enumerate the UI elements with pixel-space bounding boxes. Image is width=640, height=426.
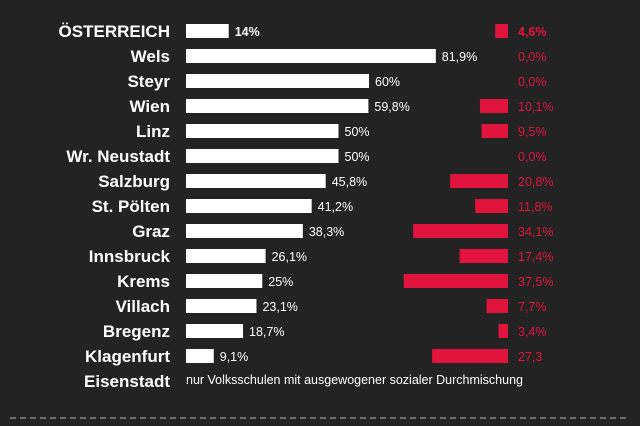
- white-bar: [186, 99, 369, 113]
- white-bar: [186, 149, 339, 163]
- white-bar-value-label: 50%: [345, 150, 370, 164]
- red-bar-value-label: 37,5%: [518, 275, 553, 289]
- white-bar: [186, 174, 326, 188]
- red-bar-value-label: 7,7%: [518, 300, 547, 314]
- red-bar-value-label: 20,8%: [518, 175, 553, 189]
- white-bar: [186, 249, 266, 263]
- white-bar-value-label: 14%: [235, 25, 260, 39]
- white-bar-value-label: 45,8%: [332, 175, 367, 189]
- red-bar: [498, 324, 508, 338]
- category-label: St. Pölten: [92, 197, 170, 216]
- category-label: Wr. Neustadt: [66, 147, 170, 166]
- red-bar-value-label: 3,4%: [518, 325, 547, 339]
- red-bar: [481, 124, 508, 138]
- red-bar: [486, 299, 508, 313]
- red-bar-value-label: 27,3: [518, 350, 542, 364]
- white-bar: [186, 324, 244, 338]
- red-bar-value-label: 0,0%: [518, 150, 547, 164]
- red-bar-value-label: 10,1%: [518, 100, 553, 114]
- chart-rows: ÖSTERREICH 14% 4,6% Wels 81,9% 0,0% Steyr 60% 0,…: [59, 22, 554, 391]
- red-bar: [495, 24, 508, 38]
- white-bar: [186, 299, 257, 313]
- white-bar-value-label: 81,9%: [442, 50, 477, 64]
- white-bar-value-label: 9,1%: [220, 350, 249, 364]
- white-bar-value-label: 38,3%: [309, 225, 344, 239]
- red-bar-value-label: 34,1%: [518, 225, 553, 239]
- red-bar-value-label: 0,0%: [518, 50, 547, 64]
- category-label: Linz: [136, 122, 170, 141]
- red-bar: [432, 349, 508, 363]
- white-bar: [186, 74, 369, 88]
- category-label: Wien: [130, 97, 170, 116]
- red-bar: [403, 274, 508, 288]
- white-bar-value-label: 60%: [375, 75, 400, 89]
- red-bar: [475, 199, 508, 213]
- category-label: Krems: [117, 272, 170, 291]
- white-bar-value-label: 59,8%: [374, 100, 409, 114]
- category-label: Villach: [116, 297, 171, 316]
- white-bar: [186, 49, 436, 63]
- red-bar-value-label: 4,6%: [518, 25, 547, 39]
- red-bar: [450, 174, 508, 188]
- category-label: Steyr: [127, 72, 170, 91]
- category-label: Klagenfurt: [85, 347, 170, 366]
- white-bar: [186, 24, 229, 38]
- white-bar-value-label: 23,1%: [262, 300, 297, 314]
- white-bar: [186, 199, 312, 213]
- white-bar: [186, 224, 303, 238]
- white-bar: [186, 274, 263, 288]
- category-label: Innsbruck: [89, 247, 171, 266]
- red-bar-value-label: 9,5%: [518, 125, 547, 139]
- white-bar: [186, 349, 214, 363]
- white-bar-value-label: 50%: [345, 125, 370, 139]
- white-bar-value-label: 41,2%: [318, 200, 353, 214]
- red-bar-value-label: 11,8%: [518, 200, 553, 214]
- category-label: Salzburg: [98, 172, 170, 191]
- red-bar-value-label: 0,0%: [518, 75, 547, 89]
- category-label: Eisenstadt: [84, 372, 170, 391]
- white-bar-value-label: 26,1%: [272, 250, 307, 264]
- category-label: Bregenz: [103, 322, 170, 341]
- red-bar: [479, 99, 508, 113]
- category-label: Wels: [131, 47, 170, 66]
- white-bar: [186, 124, 339, 138]
- category-label: Graz: [132, 222, 170, 241]
- red-bar: [413, 224, 508, 238]
- red-bar: [459, 249, 508, 263]
- category-label: ÖSTERREICH: [59, 22, 170, 41]
- white-bar-value-label: 25%: [268, 275, 293, 289]
- white-bar-value-label: 18,7%: [249, 325, 284, 339]
- red-bar-value-label: 17,4%: [518, 250, 553, 264]
- chart-note: nur Volksschulen mit ausgewogener sozial…: [186, 373, 523, 387]
